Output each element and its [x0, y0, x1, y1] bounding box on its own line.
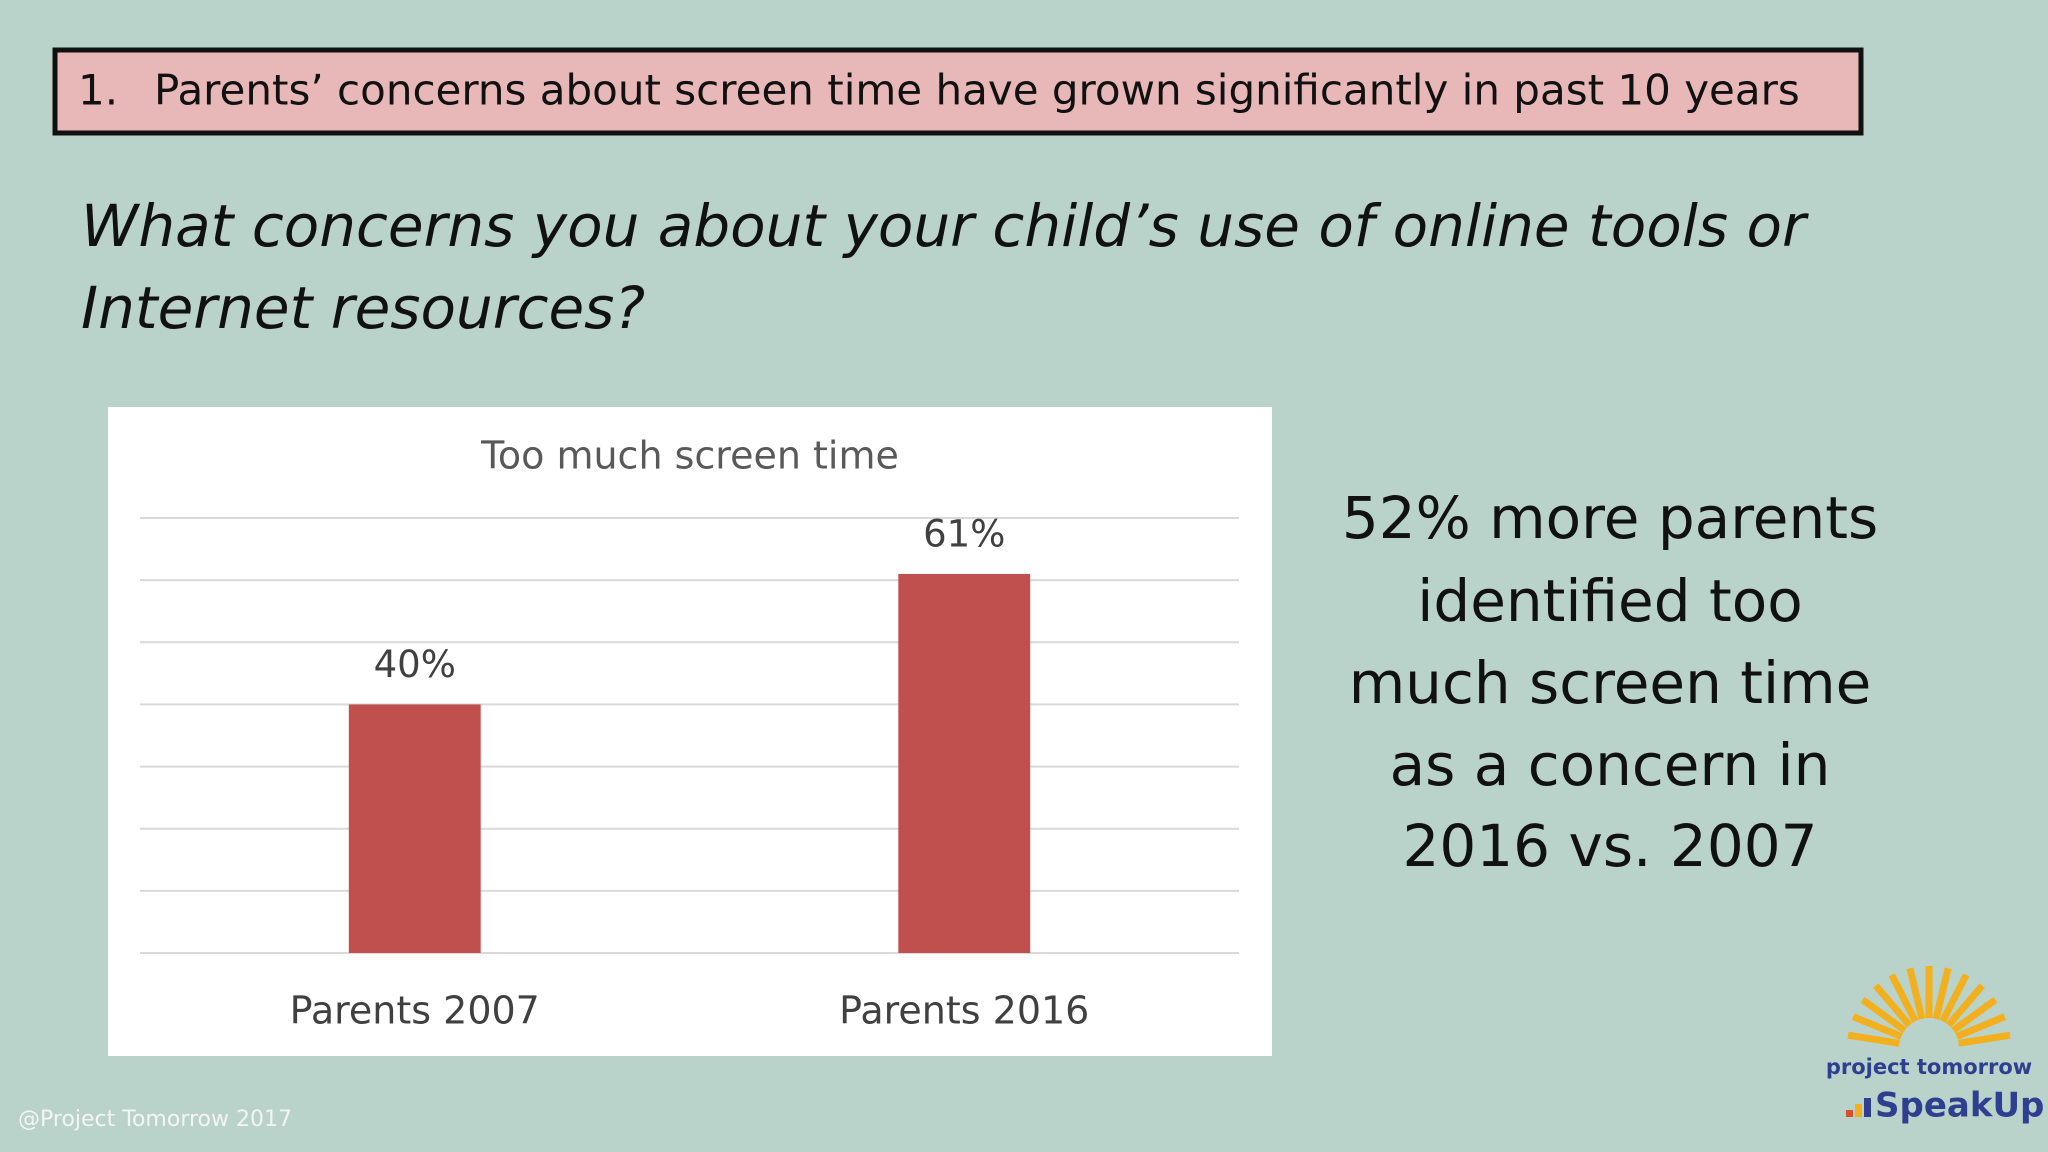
logo-ray: [1955, 1013, 2007, 1040]
chart-panel: [108, 407, 1272, 1056]
chart-title: Too much screen time: [480, 434, 899, 478]
data-label: 61%: [923, 512, 1005, 555]
logo-ray: [1851, 1013, 1903, 1040]
logo-ray: [1873, 983, 1913, 1028]
banner-number: 1.: [78, 66, 118, 115]
footer: @Project Tomorrow 2017: [18, 1107, 292, 1132]
logo-square: [1864, 1098, 1871, 1117]
logo-sun: [1847, 966, 2011, 1047]
banner-title: Parents’ concerns about screen time have…: [154, 66, 1800, 115]
banner: [52, 47, 1864, 136]
logo-ray: [1958, 1031, 2011, 1047]
bar: [348, 704, 481, 953]
x-tick-label: Parents 2007: [290, 989, 540, 1033]
logo-org: project tomorrow: [1826, 1055, 2032, 1079]
logo-ray: [1951, 996, 1998, 1034]
logo-ray: [1945, 983, 1985, 1028]
logo-square: [1855, 1104, 1862, 1117]
logo: project tomorrow SpeakUp: [1826, 966, 2044, 1126]
logo-brand: SpeakUp: [1875, 1086, 2044, 1126]
side-text: much screen time: [1349, 649, 1872, 717]
side-text: as a concern in: [1390, 731, 1831, 799]
side-text: 52% more parents: [1342, 484, 1878, 552]
logo-square: [1846, 1110, 1853, 1117]
side-text: identified too: [1417, 567, 1802, 635]
logo-ray: [1906, 967, 1926, 1020]
side-text: 2016 vs. 2007: [1402, 812, 1817, 880]
bar: [898, 573, 1031, 953]
x-tick-label: Parents 2016: [839, 989, 1089, 1033]
logo-ray: [1932, 967, 1952, 1020]
question-line: What concerns you about your child’s use…: [81, 192, 1809, 260]
logo-ray: [1888, 973, 1919, 1023]
logo-ray: [1847, 1031, 1900, 1047]
logo-ray: [1939, 973, 1970, 1023]
question-line: Internet resources?: [81, 274, 645, 342]
data-label: 40%: [374, 643, 456, 686]
logo-ray: [1860, 996, 1907, 1034]
